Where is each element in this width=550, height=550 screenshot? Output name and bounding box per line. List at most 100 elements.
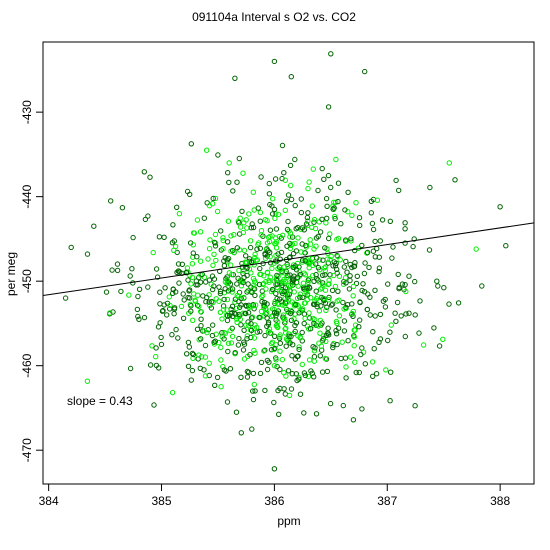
data-point [213,257,219,264]
data-point [91,223,97,229]
data-point [248,225,255,231]
data-point [299,329,305,336]
data-point [370,248,377,254]
data-point [282,177,288,183]
data-point [185,339,192,346]
data-point [396,187,402,194]
data-point [197,229,204,235]
data-point [339,339,345,345]
data-point [359,242,365,249]
data-point [271,206,278,213]
data-point [279,356,286,363]
data-point [226,179,232,186]
data-point [153,345,159,351]
data-point [206,299,212,305]
data-point [299,225,306,231]
data-point [350,417,357,423]
data-point [181,297,187,303]
data-point [326,277,332,283]
data-point [257,265,263,272]
data-point [157,320,163,326]
data-point [357,222,363,229]
data-point [220,237,226,244]
data-point [171,306,178,312]
data-point [107,310,113,316]
data-point [331,259,337,265]
data-point [249,315,255,321]
data-point [497,204,503,210]
data-point [394,299,401,306]
data-point [271,346,277,353]
data-point [403,288,409,295]
data-point [175,261,182,267]
data-point [293,248,300,254]
data-point [311,320,317,326]
data-point [282,391,288,397]
data-point [342,237,349,243]
data-point [196,303,202,310]
data-point [311,216,318,223]
data-point [343,364,349,370]
data-point [169,332,175,338]
data-point [379,217,386,223]
data-point [232,350,238,356]
data-point [264,310,270,316]
data-point [269,265,275,272]
data-point [326,294,332,301]
data-point [103,289,110,295]
data-point [180,291,186,297]
data-point [235,275,241,281]
data-point [293,320,300,326]
data-point [84,251,91,257]
data-point [271,333,278,339]
data-point [322,355,328,362]
data-point [274,301,281,307]
data-point [153,266,160,272]
data-point [186,344,193,350]
data-point [197,258,204,264]
data-point [317,229,324,235]
data-point [288,196,295,203]
data-point [284,198,290,204]
data-point [158,334,164,341]
data-point [253,302,259,308]
data-point [313,261,319,267]
data-point [238,374,244,380]
data-point [292,240,298,247]
data-point [264,218,270,224]
data-point [320,282,326,288]
data-point [296,269,302,275]
data-point [301,370,308,376]
data-point [270,196,276,202]
data-point [190,351,197,358]
data-point [286,392,293,399]
data-point [316,340,322,346]
data-point [325,172,332,179]
data-point [435,283,441,289]
data-point [281,264,287,270]
data-point [264,270,271,276]
data-point [210,286,216,293]
data-point [149,343,155,349]
data-point [393,177,399,184]
data-point [311,374,317,380]
data-point [376,268,382,275]
data-point [319,285,325,291]
data-point [184,188,191,195]
data-point [324,256,331,262]
data-point [351,343,357,349]
data-point [147,174,153,180]
data-point [184,351,190,357]
data-point [301,410,307,416]
data-point [284,226,291,233]
data-point [189,350,196,357]
data-point [296,346,302,353]
data-point [403,311,409,317]
data-point [402,226,408,232]
data-point [266,180,272,187]
data-point [194,326,201,332]
data-point [272,176,279,182]
data-point [176,211,183,217]
data-point [307,326,314,332]
data-point [315,265,322,271]
